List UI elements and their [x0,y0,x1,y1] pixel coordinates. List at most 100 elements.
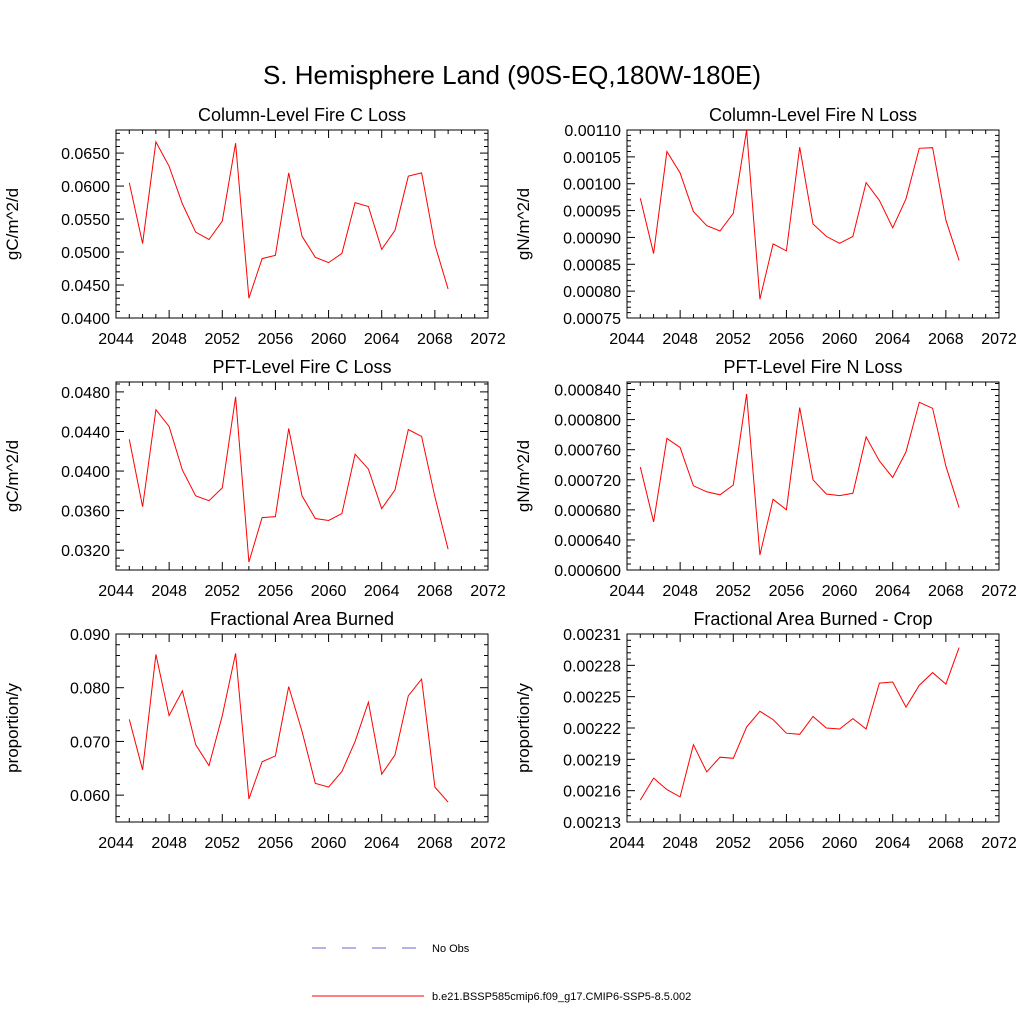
series-line [639,393,960,556]
y-tick-label: 0.00095 [563,204,621,221]
x-tick-label: 2060 [311,331,347,348]
y-tick-label: 0.00216 [563,784,621,801]
y-tick-label: 0.0440 [61,424,110,441]
x-tick-label: 2060 [311,583,347,600]
chart-title: PFT-Level Fire N Loss [723,357,902,377]
series-line [128,396,449,563]
x-tick-label: 2048 [151,331,187,348]
plot-frame [626,633,1000,823]
y-tick-label: 0.00085 [563,257,621,274]
x-tick-label: 2052 [204,835,240,852]
y-tick-label: 0.00075 [563,311,621,328]
x-tick-label: 2056 [258,331,294,348]
legend-obs-label: No Obs [432,943,470,955]
x-tick-label: 2060 [822,835,858,852]
x-tick-label: 2064 [875,835,911,852]
y-tick-label: 0.00080 [563,284,621,301]
y-axis-label: gN/m^2/d [514,188,533,260]
x-tick-label: 2068 [928,835,964,852]
y-tick-label: 0.00228 [563,658,621,675]
chart-title: PFT-Level Fire C Loss [212,357,391,377]
chart-panel-3: PFT-Level Fire C Loss 2044 2048 2052 2056 206… [3,357,506,600]
chart-panels: Column-Level Fire C Loss 2044 2048 2052 2056… [3,105,1017,852]
chart-title: Fractional Area Burned [210,609,394,629]
plot-frame [115,633,489,823]
x-tick-label: 2052 [715,835,751,852]
y-tick-label: 0.090 [70,627,110,644]
chart-panel-4: PFT-Level Fire N Loss 2044 2048 2052 2056 206… [514,357,1017,600]
x-tick-label: 2072 [470,331,506,348]
series-line [128,653,449,803]
y-tick-label: 0.0600 [61,179,110,196]
series-line [639,129,960,300]
y-tick-label: 0.000600 [554,563,621,580]
y-tick-label: 0.070 [70,734,110,751]
y-tick-label: 0.080 [70,681,110,698]
x-tick-label: 2060 [311,835,347,852]
y-tick-label: 0.00222 [563,721,621,738]
y-axis-label: proportion/y [3,683,22,773]
x-tick-label: 2072 [470,835,506,852]
x-tick-label: 2056 [769,583,805,600]
series-line [128,140,449,299]
x-tick-label: 2068 [417,583,453,600]
y-tick-label: 0.0320 [61,543,110,560]
chart-panel-2: Column-Level Fire N Loss 2044 2048 2052 2056… [514,105,1017,348]
y-tick-label: 0.060 [70,788,110,805]
page-title: S. Hemisphere Land (90S-EQ,180W-180E) [263,60,761,90]
x-tick-label: 2048 [151,835,187,852]
plot-frame [115,381,489,571]
y-tick-label: 0.000680 [554,503,621,520]
x-tick-label: 2044 [98,331,134,348]
y-axis-label: proportion/y [514,683,533,773]
x-tick-label: 2056 [258,835,294,852]
x-tick-label: 2068 [928,583,964,600]
x-tick-label: 2044 [609,835,645,852]
x-tick-label: 2052 [715,583,751,600]
y-tick-label: 0.00225 [563,690,621,707]
x-tick-label: 2052 [715,331,751,348]
x-tick-label: 2068 [417,331,453,348]
y-tick-label: 0.0360 [61,504,110,521]
x-tick-label: 2064 [364,835,400,852]
x-tick-label: 2044 [609,331,645,348]
y-tick-label: 0.000640 [554,533,621,550]
y-tick-label: 0.00105 [563,150,621,167]
x-tick-label: 2064 [364,331,400,348]
x-tick-label: 2072 [981,835,1017,852]
x-tick-label: 2060 [822,331,858,348]
x-tick-label: 2048 [151,583,187,600]
x-tick-label: 2056 [769,331,805,348]
x-tick-label: 2072 [470,583,506,600]
x-tick-label: 2048 [662,331,698,348]
plot-frame [626,381,1000,571]
x-tick-label: 2044 [609,583,645,600]
y-tick-label: 0.000720 [554,473,621,490]
series-line [639,647,960,801]
y-tick-label: 0.0550 [61,212,110,229]
y-tick-label: 0.0450 [61,278,110,295]
y-axis-label: gC/m^2/d [3,440,22,512]
legend: No Obs b.e21.BSSP585cmip6.f09_g17.CMIP6-… [312,943,691,1003]
y-tick-label: 0.00231 [563,627,621,644]
x-tick-label: 2048 [662,583,698,600]
x-tick-label: 2064 [364,583,400,600]
y-tick-label: 0.00110 [564,123,621,140]
y-tick-label: 0.00213 [563,815,621,832]
y-tick-label: 0.000800 [554,413,621,430]
y-axis-label: gN/m^2/d [514,440,533,512]
y-tick-label: 0.00090 [563,230,621,247]
plot-frame [115,129,489,319]
x-tick-label: 2072 [981,583,1017,600]
x-tick-label: 2072 [981,331,1017,348]
x-tick-label: 2044 [98,835,134,852]
chart-title: Fractional Area Burned - Crop [693,609,932,629]
y-tick-label: 0.0480 [61,385,110,402]
y-tick-label: 0.00219 [563,752,621,769]
chart-title: Column-Level Fire N Loss [709,105,917,125]
y-axis-label: gC/m^2/d [3,188,22,260]
x-tick-label: 2052 [204,331,240,348]
x-tick-label: 2052 [204,583,240,600]
